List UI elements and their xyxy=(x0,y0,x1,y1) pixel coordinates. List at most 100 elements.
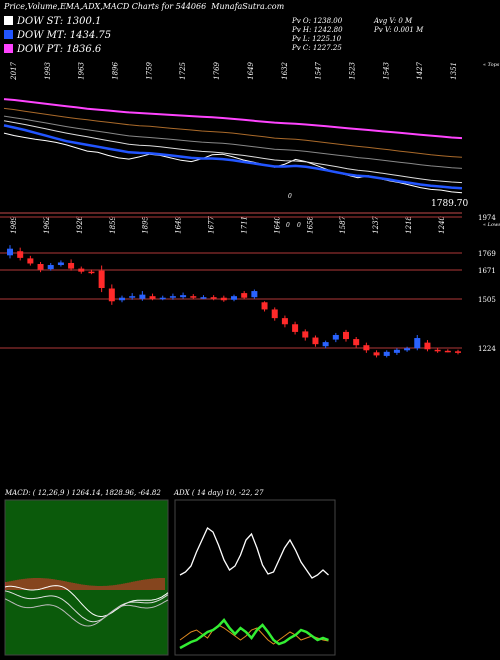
bottom-tick-label: 1218 xyxy=(405,215,413,233)
stat-avg-volume: Avg V: 0 M xyxy=(374,17,413,25)
candle-body xyxy=(292,324,299,332)
candle-body xyxy=(353,339,360,346)
candle-body xyxy=(180,295,187,298)
candle-body xyxy=(47,265,54,270)
candle-body xyxy=(363,345,370,351)
candle-body xyxy=(231,296,237,300)
legend-dow-st: DOW ST: 1300.1 xyxy=(4,16,101,27)
bottom-tick-label: 1859 xyxy=(109,215,117,233)
bottom-tick-label: 1237 xyxy=(372,215,380,233)
macd-signal-line xyxy=(4,590,169,623)
candle-body xyxy=(343,331,349,340)
stat-prev-volume: Pv V: 0.001 M xyxy=(374,26,424,34)
top-tick-label: 1632 xyxy=(281,61,289,79)
site-text: MunafaSutra.com xyxy=(211,2,285,11)
macd-line xyxy=(4,585,169,618)
legend-label: DOW ST: 1300.1 xyxy=(17,16,102,27)
candle-body xyxy=(322,342,329,347)
top-tick-label: 1351 xyxy=(450,62,458,80)
ema-line xyxy=(3,115,463,169)
bottom-tick-label: 1677 xyxy=(208,215,216,233)
stat-open: Pv O: 1238.00 xyxy=(292,17,343,25)
top-tick-label: 1896 xyxy=(112,61,120,79)
candle-body xyxy=(373,352,380,356)
candle-body xyxy=(78,268,85,272)
top-tick-label: 1547 xyxy=(315,61,323,79)
top-tick-label: 1725 xyxy=(179,61,187,79)
legend-label: DOW PT: 1836.6 xyxy=(17,44,102,55)
candle-body xyxy=(68,262,75,269)
candle-body xyxy=(424,342,431,350)
stat-close: Pv C: 1227.25 xyxy=(292,44,342,52)
bottom-tick-label: 1658 xyxy=(306,215,314,233)
bottom-tick-label: 1240 xyxy=(438,215,446,233)
top-tick-label: 1523 xyxy=(348,61,356,79)
bottom-tick-label: 1895 xyxy=(142,215,150,233)
top-tick-label: 1769 xyxy=(213,61,221,79)
level-label: 1505 xyxy=(478,296,496,304)
candle-body xyxy=(261,302,268,310)
title-text: Price,Volume,EMA,ADX,MACD Charts for 544… xyxy=(4,2,207,11)
minus-di-line xyxy=(179,624,329,645)
candle-body xyxy=(220,297,227,301)
candle-body xyxy=(210,297,217,299)
candle-body xyxy=(98,270,105,288)
candle-body xyxy=(169,296,176,298)
last-price-label: 1789.70 xyxy=(431,199,468,209)
bottom-tick-label: 1587 xyxy=(339,215,347,233)
candle-body xyxy=(200,297,207,299)
top-tick-label: 1427 xyxy=(416,61,424,79)
candle-body xyxy=(57,262,64,266)
candle-body xyxy=(7,248,13,256)
plus-di-line xyxy=(179,617,329,650)
adx-header: ADX ( 14 day) 10, -22, 27 xyxy=(174,489,264,497)
bottom-tick-label: 1640 xyxy=(273,215,281,233)
candle-body xyxy=(108,288,115,302)
legend-dow-mt: DOW MT: 1434.75 xyxy=(4,30,111,41)
candle-body xyxy=(88,271,95,274)
top-tick-label: 1993 xyxy=(44,61,52,79)
tops-label: « Tops xyxy=(483,62,500,68)
candle-body xyxy=(414,338,421,349)
candle-body xyxy=(129,296,136,298)
legend-label: DOW MT: 1434.75 xyxy=(17,30,112,41)
swatch-icon xyxy=(4,16,13,25)
mid-label: 0 xyxy=(286,222,290,229)
candle-body xyxy=(190,296,197,298)
candle-body xyxy=(149,296,156,299)
candle-body xyxy=(302,331,309,338)
candle-body xyxy=(455,351,461,353)
marker-label: 0 xyxy=(288,193,292,200)
candle-body xyxy=(271,309,278,319)
candle-body xyxy=(37,264,44,270)
top-tick-label: 1759 xyxy=(145,61,153,79)
top-tick-label: 1543 xyxy=(382,61,390,79)
candle-body xyxy=(444,350,451,353)
top-tick-label: 1649 xyxy=(247,61,255,79)
level-label: 1769 xyxy=(478,250,496,258)
legend-dow-pt: DOW PT: 1836.6 xyxy=(4,44,101,55)
macd-extra-line xyxy=(4,598,169,627)
level-label: 1224 xyxy=(478,345,496,353)
macd-header: MACD: ( 12,26,9 ) 1264.14, 1828.96, -64.… xyxy=(5,489,161,497)
swatch-icon xyxy=(4,30,13,39)
adx-line xyxy=(179,527,329,579)
swatch-icon xyxy=(4,44,13,53)
candle-body xyxy=(17,251,24,258)
stat-high: Pv H: 1242.80 xyxy=(292,26,343,34)
ema-line xyxy=(3,107,463,158)
ema-line xyxy=(3,120,463,184)
level-label: 1974 xyxy=(478,214,496,222)
candle-body xyxy=(404,348,411,351)
level-label: 1671 xyxy=(478,267,496,275)
bottom-tick-label: 1926 xyxy=(76,215,84,233)
top-tick-label: 1963 xyxy=(78,61,86,79)
candle-body xyxy=(332,334,339,340)
candle-body xyxy=(393,349,400,353)
candle-body xyxy=(312,337,319,345)
bottom-tick-label: 1962 xyxy=(43,215,51,233)
lows-label: « Lows xyxy=(483,222,500,228)
chart-title: Price,Volume,EMA,ADX,MACD Charts for 544… xyxy=(4,2,284,11)
stat-low: Pv L: 1225.10 xyxy=(292,35,342,43)
